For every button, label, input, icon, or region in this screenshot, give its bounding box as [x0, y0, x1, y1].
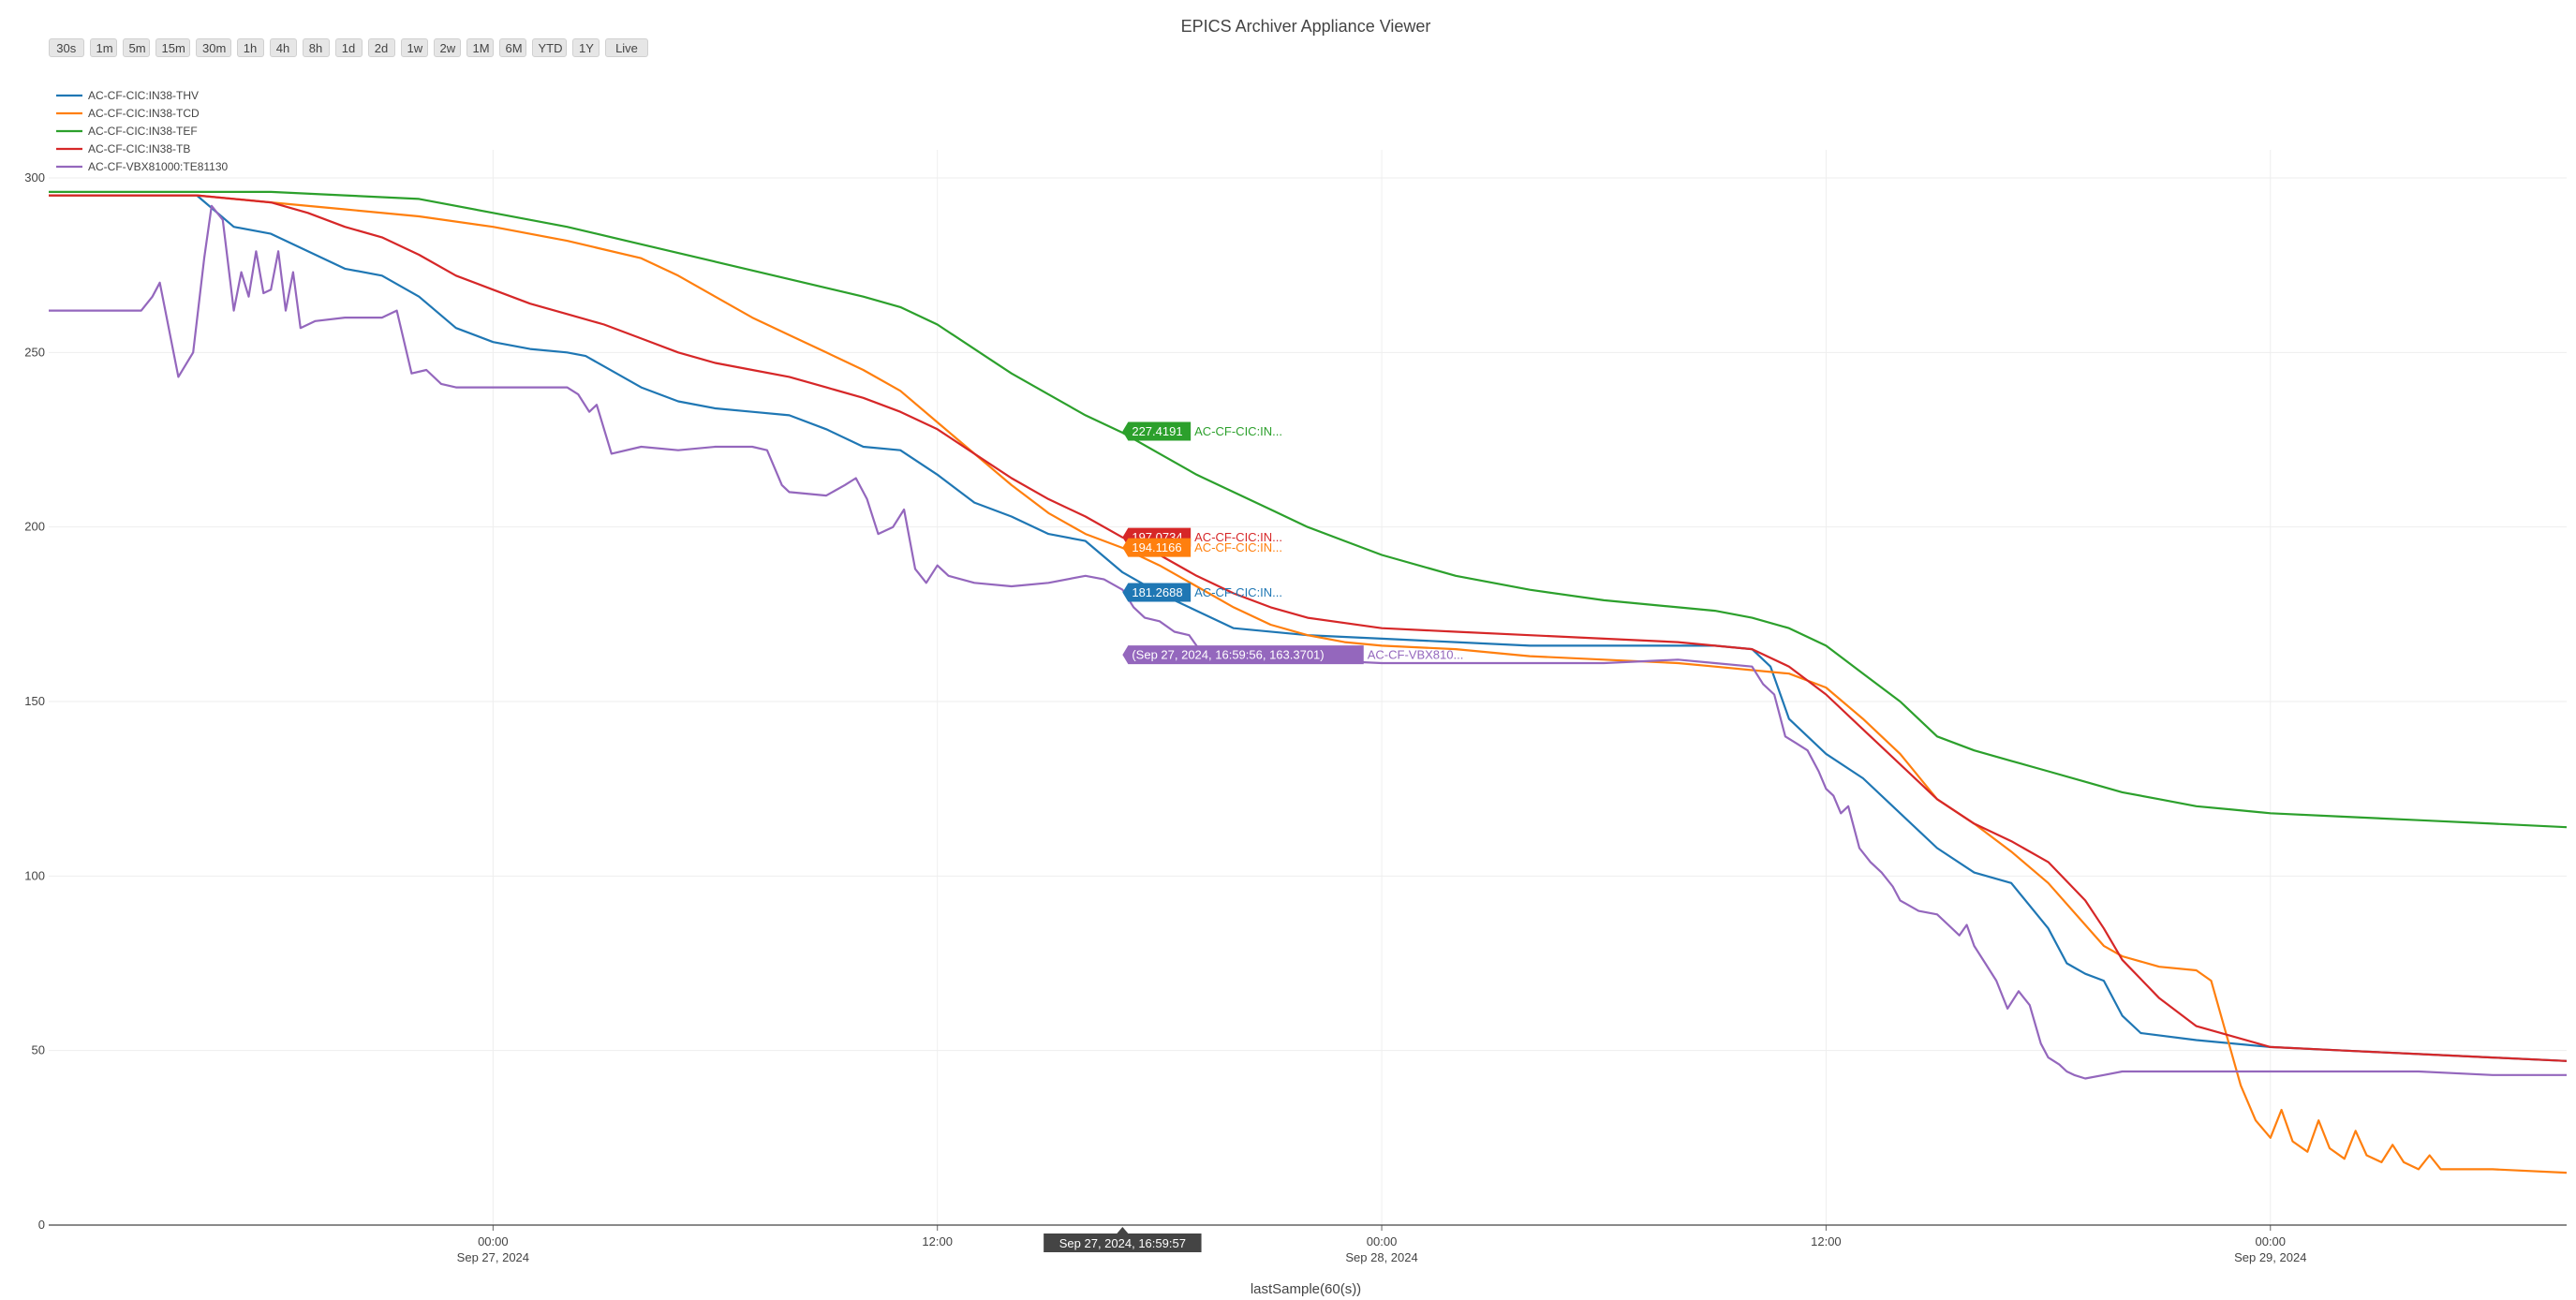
x-tick-label: 12:00 — [922, 1234, 953, 1248]
hover-value-box — [1122, 421, 1192, 441]
hover-value-box — [1122, 538, 1192, 557]
range-button-30s[interactable]: 30s — [49, 38, 84, 57]
legend-entry[interactable]: AC-CF-CIC:IN38-TB — [88, 142, 190, 155]
x-tick-date: Sep 28, 2024 — [1345, 1250, 1417, 1264]
hover-series-name: AC-CF-CIC:IN... — [1194, 424, 1282, 438]
hover-value: 227.4191 — [1132, 424, 1182, 438]
hover-value: (Sep 27, 2024, 16:59:56, 163.3701) — [1132, 648, 1324, 662]
x-hover-label: Sep 27, 2024, 16:59:57 — [1059, 1236, 1186, 1250]
range-button-5m[interactable]: 5m — [122, 38, 150, 57]
series-line-2[interactable] — [49, 194, 2568, 1174]
range-button-15m[interactable]: 15m — [155, 38, 190, 57]
legend-entry[interactable]: AC-CF-CIC:IN38-THV — [88, 89, 199, 102]
grid — [49, 150, 2567, 1226]
range-button-4h[interactable]: 4h — [269, 38, 297, 57]
y-tick-label: 50 — [32, 1043, 45, 1057]
x-axis-label: lastSample(60(s)) — [1251, 1281, 1361, 1297]
axes: 0 50 100 150 200 250 300 00:00 Sep 27, 2024 12:00… — [24, 170, 2567, 1264]
y-tick-label: 200 — [24, 520, 45, 534]
legend[interactable]: AC-CF-CIC:IN38-THV AC-CF-CIC:IN38-TCD AC-C… — [56, 89, 229, 173]
range-button-ytd[interactable]: YTD — [531, 38, 567, 57]
hover-value: 181.2688 — [1132, 585, 1182, 599]
y-tick-label: 150 — [24, 694, 45, 708]
series-line-1[interactable] — [49, 194, 2568, 1062]
range-button-2d[interactable]: 2d — [367, 38, 395, 57]
range-button-1d[interactable]: 1d — [334, 38, 363, 57]
x-tick-label: 00:00 — [478, 1234, 509, 1248]
range-button-2w[interactable]: 2w — [433, 38, 461, 57]
hover-value-box — [1122, 645, 1364, 665]
range-button-1h[interactable]: 1h — [236, 38, 264, 57]
x-tick-label: 00:00 — [1367, 1234, 1398, 1248]
range-button-1m[interactable]: 1m — [89, 38, 117, 57]
hover-series-name: AC-CF-CIC:IN... — [1194, 540, 1282, 554]
x-tick-label: 00:00 — [2255, 1234, 2286, 1248]
series-line-4[interactable] — [49, 194, 2568, 1062]
x-tick-date: Sep 29, 2024 — [2234, 1250, 2306, 1264]
series-line-5[interactable] — [49, 204, 2567, 1080]
chart-title: EPICS Archiver Appliance Viewer — [1181, 17, 1431, 36]
legend-entry[interactable]: AC-CF-CIC:IN38-TCD — [88, 107, 200, 120]
series-line-3[interactable] — [49, 190, 2568, 829]
hover-series-name: AC-CF-CIC:IN... — [1194, 530, 1282, 544]
x-tick-date: Sep 27, 2024 — [457, 1250, 529, 1264]
x-tick-label: 12:00 — [1811, 1234, 1842, 1248]
legend-entry[interactable]: AC-CF-VBX81000:TE81130 — [88, 160, 229, 173]
hover-labels: Sep 27, 2024, 16:59:57 227.4191 AC-CF-CIC:… — [1044, 421, 1464, 1252]
hover-series-name: AC-CF-VBX810... — [1368, 648, 1464, 662]
x-hover-box — [1044, 1227, 1202, 1252]
range-button-8h[interactable]: 8h — [302, 38, 330, 57]
y-tick-label: 250 — [24, 345, 45, 359]
y-tick-label: 300 — [24, 170, 45, 185]
hover-series-name: AC-CF-CIC:IN... — [1194, 585, 1282, 599]
y-tick-label: 100 — [24, 868, 45, 882]
range-button-30m[interactable]: 30m — [196, 38, 231, 57]
hover-value: 194.1166 — [1132, 540, 1181, 554]
hover-value-box — [1122, 583, 1192, 602]
legend-entry[interactable]: AC-CF-CIC:IN38-TEF — [88, 125, 198, 138]
range-button-6m[interactable]: 6M — [498, 38, 526, 57]
range-button-1m[interactable]: 1M — [466, 38, 494, 57]
series-lines — [49, 190, 2568, 1174]
range-button-1y[interactable]: 1Y — [572, 38, 600, 57]
range-button-1w[interactable]: 1w — [400, 38, 428, 57]
range-button-live[interactable]: Live — [605, 38, 648, 57]
y-tick-label: 0 — [38, 1218, 45, 1232]
